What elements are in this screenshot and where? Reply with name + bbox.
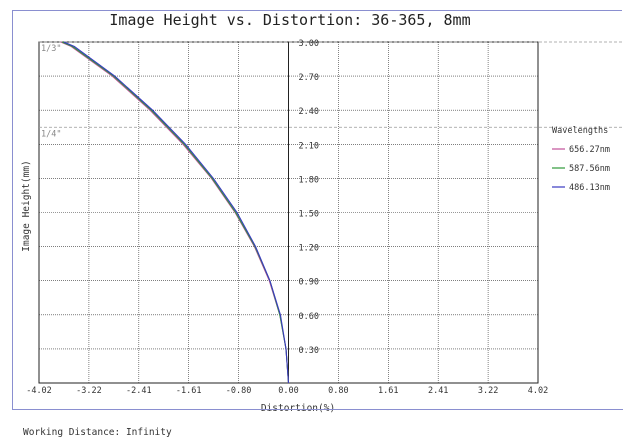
x-tick-label: 4.02 bbox=[528, 386, 548, 396]
y-tick-label: 1.50 bbox=[299, 210, 319, 220]
reference-lines: 1/3" 1/4" bbox=[39, 41, 622, 139]
y-tick-label: 2.70 bbox=[299, 73, 319, 83]
x-tick-label: -2.41 bbox=[126, 386, 152, 396]
x-tick-label: 1.61 bbox=[378, 386, 398, 396]
y-tick-label: 0.30 bbox=[299, 346, 319, 356]
legend-entry: 486.13nm bbox=[569, 183, 610, 193]
grid bbox=[38, 41, 539, 384]
x-axis-label: Distortion(%) bbox=[261, 403, 335, 414]
y-tick-label: 2.40 bbox=[299, 107, 319, 117]
series-line-486.13nm bbox=[63, 41, 290, 384]
x-tick-label: -0.80 bbox=[226, 386, 252, 396]
x-tick-label: 0.80 bbox=[328, 386, 348, 396]
series-lines bbox=[60, 41, 290, 384]
legend: Wavelengths 656.27nm 587.56nm 486.13nm bbox=[552, 126, 610, 193]
y-axis-label: Image Height(mm) bbox=[21, 160, 32, 252]
y-tick-label: 2.10 bbox=[299, 141, 319, 151]
x-tick-label: -3.22 bbox=[76, 386, 102, 396]
footer-divider bbox=[12, 409, 623, 410]
series-line-656.27nm bbox=[60, 41, 290, 384]
y-tick-label: 1.20 bbox=[299, 244, 319, 254]
y-tick-label: 0.90 bbox=[299, 278, 319, 288]
reference-line-label: 1/3" bbox=[41, 44, 61, 54]
x-tick-label: -1.61 bbox=[176, 386, 202, 396]
tick-labels: -4.02 -3.22 -2.41 -1.61 -0.80 0.00 0.80 1.61 2.4… bbox=[26, 39, 548, 396]
x-tick-label: -4.02 bbox=[26, 386, 52, 396]
y-tick-label: 1.80 bbox=[299, 175, 319, 185]
x-tick-label: 2.41 bbox=[428, 386, 448, 396]
legend-entry: 656.27nm bbox=[569, 145, 610, 155]
reference-line-label: 1/4" bbox=[41, 129, 61, 139]
y-tick-label: 0.60 bbox=[299, 312, 319, 322]
x-tick-label: 3.22 bbox=[478, 386, 498, 396]
legend-entry: 587.56nm bbox=[569, 164, 610, 174]
footer-working-distance: Working Distance: Infinity bbox=[23, 427, 172, 438]
y-tick-label: 3.00 bbox=[299, 39, 319, 49]
x-tick-label: 0.00 bbox=[278, 386, 298, 396]
legend-title: Wavelengths bbox=[552, 126, 608, 136]
chart-title: Image Height vs. Distortion: 36-365, 8mm bbox=[109, 11, 471, 29]
